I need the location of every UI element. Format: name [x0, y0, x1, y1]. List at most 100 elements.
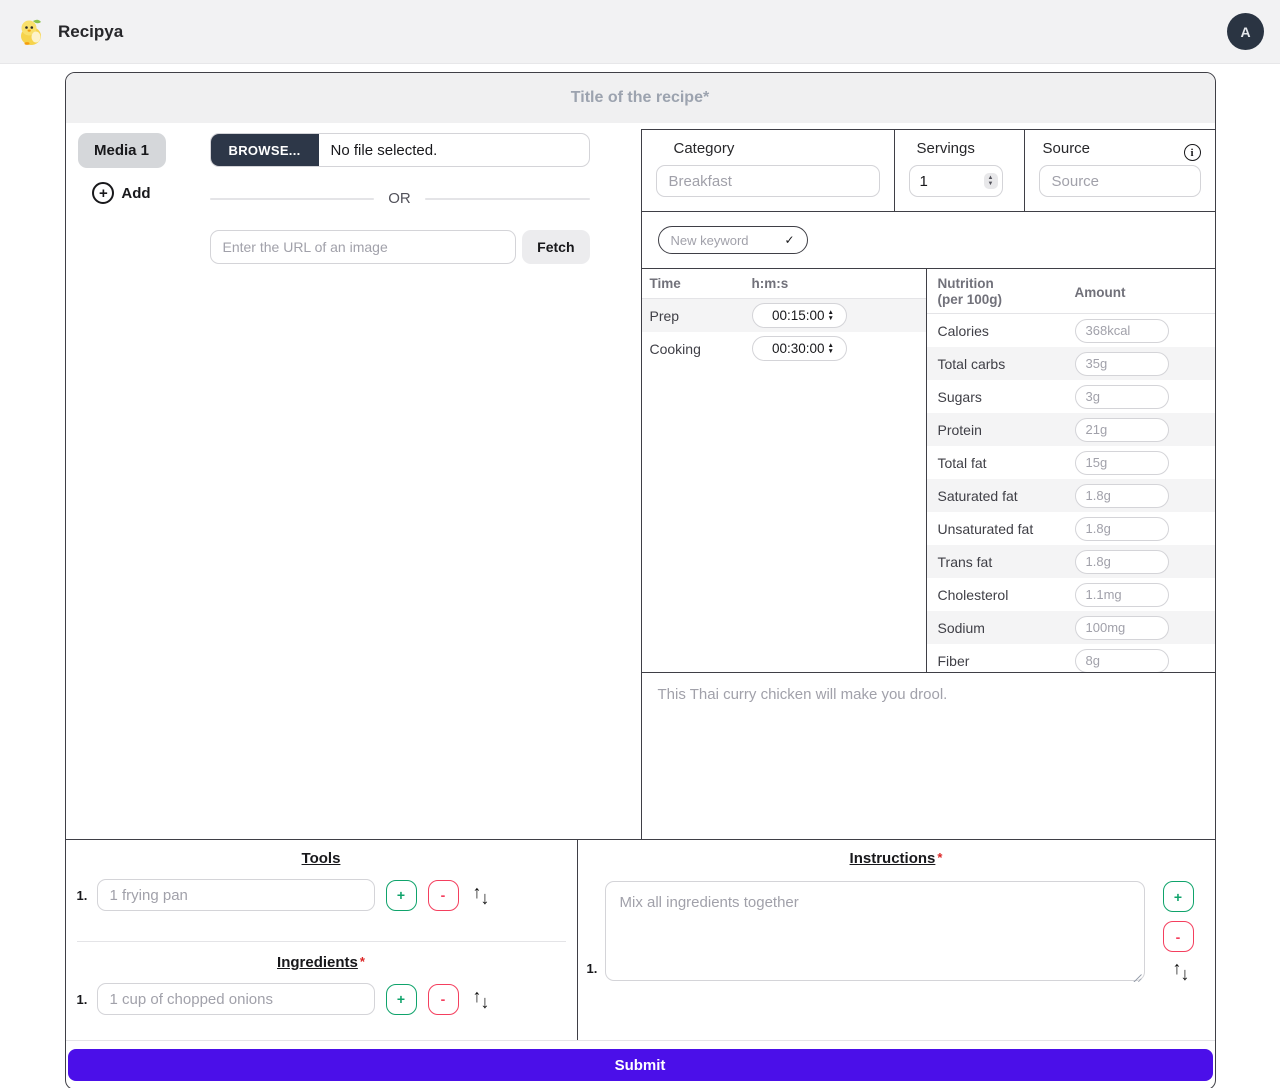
app-name: Recipya	[58, 21, 124, 41]
category-input[interactable]	[655, 165, 880, 197]
avatar[interactable]: A	[1227, 13, 1264, 50]
tools-heading-text: Tools	[301, 850, 341, 867]
protein-input[interactable]	[1074, 417, 1169, 442]
fetch-button[interactable]: Fetch	[522, 230, 590, 264]
confirm-keyword-icon[interactable]: ✓	[784, 233, 795, 247]
saturated-fat-input[interactable]	[1074, 483, 1169, 508]
source-input[interactable]	[1038, 165, 1201, 197]
ingredient-input[interactable]	[96, 983, 375, 1015]
keyword-row: ✓	[641, 212, 1215, 269]
spin-up-icon: ▲	[827, 341, 834, 349]
stepper-arrows-icon[interactable]: ▲ ▼	[828, 309, 834, 322]
nutrient-label: Sugars	[937, 388, 982, 405]
add-instruction-button[interactable]: +	[1162, 881, 1194, 912]
trans-fat-input[interactable]	[1074, 549, 1169, 574]
keyword-pill[interactable]: ✓	[657, 226, 808, 254]
nutrient-label: Fiber	[937, 652, 970, 669]
remove-ingredient-button[interactable]: -	[427, 983, 459, 1015]
spin-down-icon: ▼	[827, 347, 834, 355]
down-arrow-icon: ↓	[1180, 964, 1190, 984]
add-media-button[interactable]: + Add	[92, 182, 151, 204]
down-arrow-icon: ↓	[480, 887, 490, 908]
sugars-input[interactable]	[1074, 384, 1169, 409]
unsaturated-fat-input[interactable]	[1074, 516, 1169, 541]
nutrient-label: Protein	[937, 421, 982, 438]
remove-tool-button[interactable]: -	[427, 879, 459, 911]
app-header: Recipya A	[0, 0, 1280, 64]
down-arrow-icon: ↓	[480, 991, 490, 1012]
table-row: Sugars	[927, 380, 1215, 413]
lists-row: Tools 1. + - ↑ ↓ Ingredients* 1. + -	[65, 839, 1215, 1041]
submit-row: Submit	[66, 1041, 1215, 1088]
media-panel: Media 1 + Add BROWSE... No file selected…	[66, 123, 641, 839]
add-tool-button[interactable]: +	[385, 879, 417, 911]
nutrition-rows: Calories Total carbs Sugars Protein	[926, 314, 1215, 672]
reorder-tools-icon[interactable]: ↑ ↓	[472, 881, 490, 908]
ingredients-heading: Ingredients *	[66, 954, 577, 971]
media-tab-1[interactable]: Media 1	[77, 133, 166, 168]
prep-time-input[interactable]	[760, 308, 825, 323]
up-arrow-icon: ↑	[1172, 958, 1181, 978]
time-table: Time h:m:s Prep ▲ ▼	[641, 269, 927, 672]
media-tabs: Media 1 + Add	[72, 133, 172, 839]
plus-circle-icon: +	[92, 182, 115, 204]
table-row: Prep ▲ ▼	[641, 299, 926, 332]
file-status-text: No file selected.	[330, 141, 438, 159]
tool-row: 1. + - ↑ ↓	[66, 879, 577, 911]
nutrient-label: Unsaturated fat	[937, 520, 1034, 537]
browse-button[interactable]: BROWSE...	[210, 134, 319, 166]
new-keyword-input[interactable]	[670, 232, 771, 248]
cholesterol-input[interactable]	[1074, 582, 1169, 607]
nutrient-label: Trans fat	[937, 553, 993, 570]
tool-input[interactable]	[96, 879, 375, 911]
fiber-input[interactable]	[1074, 648, 1169, 672]
add-ingredient-button[interactable]: +	[385, 983, 417, 1015]
reorder-instructions-icon[interactable]: ↑ ↓	[1172, 958, 1190, 984]
recipe-title-input[interactable]	[65, 73, 1215, 123]
servings-input[interactable]	[919, 172, 966, 190]
add-media-label: Add	[121, 184, 151, 202]
servings-label: Servings	[916, 140, 975, 157]
table-row: Fiber	[927, 644, 1215, 672]
remove-instruction-button[interactable]: -	[1162, 921, 1194, 952]
up-arrow-icon: ↑	[472, 881, 482, 902]
total-carbs-input[interactable]	[1074, 351, 1169, 376]
or-divider: OR	[209, 190, 590, 207]
app-logo-icon	[16, 16, 48, 48]
prep-time-input-wrap: ▲ ▼	[751, 303, 847, 328]
table-row: Trans fat	[926, 545, 1215, 578]
table-row: Cholesterol	[927, 578, 1215, 611]
tools-ingredients-panel: Tools 1. + - ↑ ↓ Ingredients* 1. + -	[66, 840, 577, 1040]
or-text: OR	[388, 190, 411, 207]
file-input[interactable]: No file selected.	[319, 134, 589, 166]
calories-input[interactable]	[1074, 318, 1169, 343]
table-row: Total fat	[927, 446, 1215, 479]
row-number: 1.	[76, 991, 88, 1007]
description-textarea[interactable]	[641, 673, 1215, 839]
section-divider	[76, 941, 566, 942]
total-fat-input[interactable]	[1074, 450, 1169, 475]
category-label: Category	[673, 140, 735, 157]
image-url-input[interactable]	[209, 230, 517, 264]
source-cell: Source i	[1023, 130, 1215, 211]
stepper-arrows-icon[interactable]: ▲ ▼	[983, 173, 998, 189]
instructions-heading: Instructions *	[578, 850, 1215, 867]
required-asterisk: *	[359, 954, 365, 969]
up-arrow-icon: ↑	[472, 985, 482, 1006]
instruction-textarea[interactable]	[604, 881, 1145, 981]
time-table-header: Time h:m:s	[641, 269, 926, 299]
servings-cell: Servings ▲ ▼	[893, 130, 1024, 211]
info-icon[interactable]: i	[1183, 144, 1201, 161]
sodium-input[interactable]	[1074, 615, 1169, 640]
table-row: Saturated fat	[926, 479, 1215, 512]
cooking-time-input[interactable]	[760, 341, 825, 356]
servings-stepper[interactable]: ▲ ▼	[908, 165, 1003, 197]
category-cell: Category	[642, 130, 894, 211]
row-number: 1.	[76, 887, 88, 903]
nutrition-table-header: Nutrition (per 100g) Amount	[926, 269, 1215, 314]
stepper-arrows-icon[interactable]: ▲ ▼	[827, 341, 834, 355]
media-upload-area: BROWSE... No file selected. OR Fetch	[209, 133, 590, 839]
reorder-ingredients-icon[interactable]: ↑ ↓	[472, 985, 490, 1012]
submit-button[interactable]: Submit	[67, 1049, 1213, 1081]
nutrient-label: Saturated fat	[937, 487, 1018, 504]
